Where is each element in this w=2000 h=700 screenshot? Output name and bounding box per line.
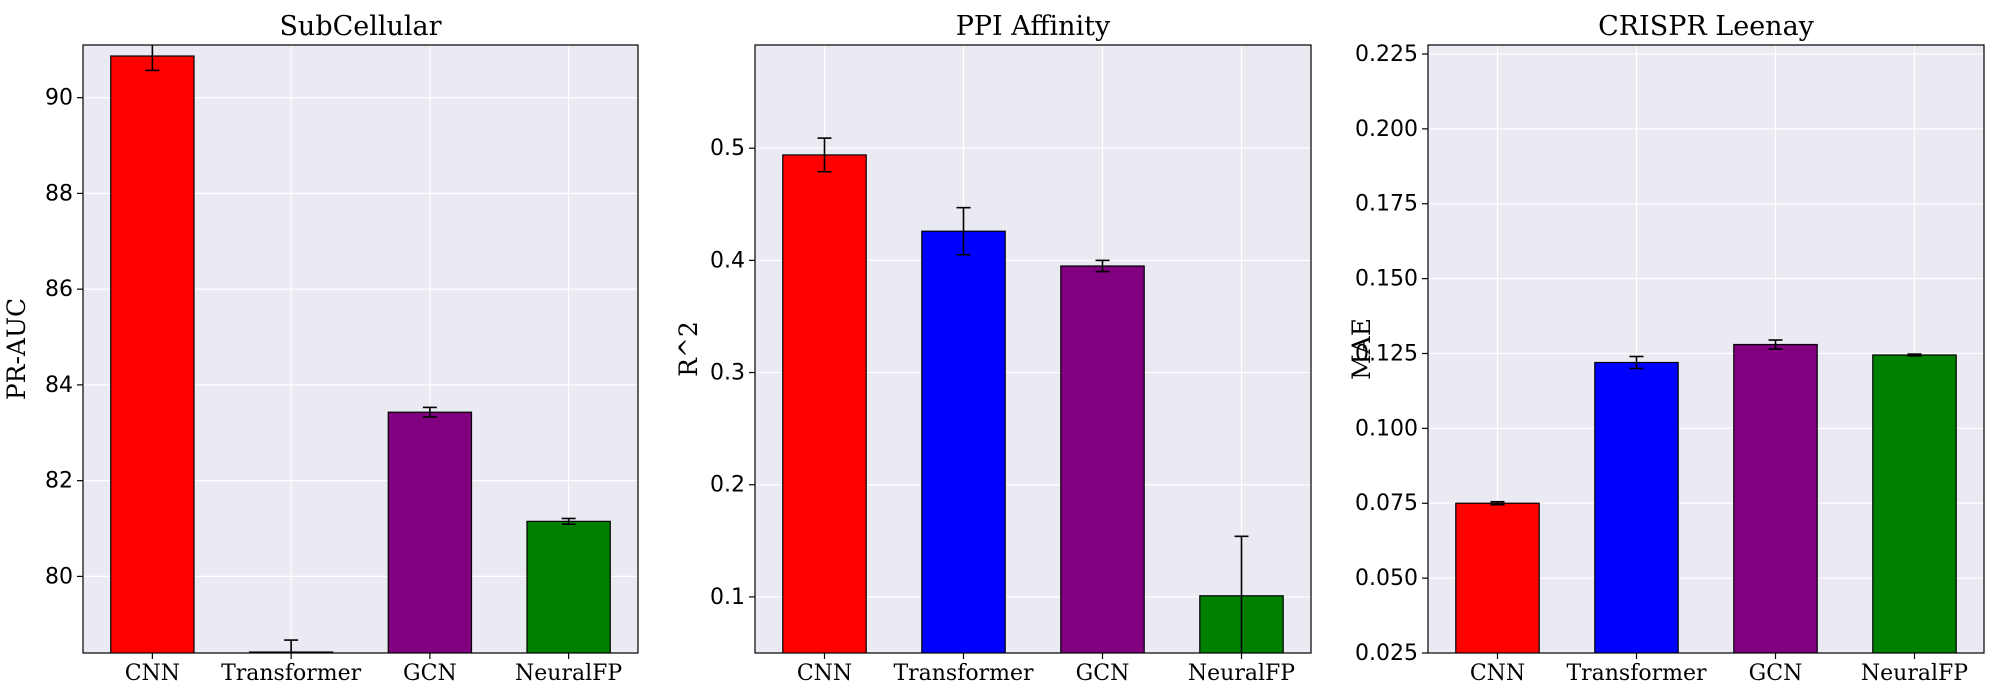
chart-title: SubCellular <box>279 11 441 42</box>
y-tick-label: 0.3 <box>710 361 745 386</box>
plot-frame <box>82 44 639 654</box>
y-tick-label: 0.025 <box>1355 641 1418 666</box>
bar-gcn <box>1060 265 1145 653</box>
x-tick-label: CNN <box>797 661 852 686</box>
y-tick-label: 0.5 <box>710 136 745 161</box>
y-tick-label: 0.125 <box>1355 341 1418 366</box>
y-tick-label: 0.225 <box>1355 42 1418 67</box>
y-tick-label: 0.1 <box>710 585 745 610</box>
subplot-2: 0.1 0.2 0.3 0.4 0.5 CNN Transformer GCN NeuralFP… <box>674 11 1312 686</box>
y-axis-label: PR-AUC <box>2 298 31 400</box>
x-tick-label: GCN <box>403 661 457 686</box>
y-tick-label: 0.150 <box>1355 267 1418 292</box>
x-tick-label: Transformer <box>893 661 1034 686</box>
bars <box>782 137 1284 653</box>
x-tick-label: Transformer <box>1566 661 1707 686</box>
chart-title: PPI Affinity <box>956 11 1111 42</box>
y-axis-label: MAE <box>1347 318 1376 380</box>
x-tick-label: CNN <box>125 661 180 686</box>
bar-neuralfp <box>1872 354 1957 653</box>
y-tick-label: 90 <box>45 86 73 111</box>
y-tick-label: 0.050 <box>1355 566 1418 591</box>
bar-cnn <box>110 55 195 653</box>
y-tick-label: 0.100 <box>1355 416 1418 441</box>
x-tick-label: GCN <box>1749 661 1803 686</box>
bar-cnn <box>782 154 867 653</box>
x-tick-label: NeuralFP <box>1861 661 1968 686</box>
y-tick-label: 80 <box>45 564 73 589</box>
bar-cnn <box>1455 502 1540 653</box>
bar-transformer <box>921 230 1006 653</box>
x-tick-label: NeuralFP <box>1188 661 1295 686</box>
y-tick-label: 0.200 <box>1355 117 1418 142</box>
plot-frame <box>754 44 1312 654</box>
bars <box>1455 339 1957 653</box>
y-tick-label: 86 <box>45 277 73 302</box>
subplot-1: 80 82 84 86 88 90 CNN Transformer GCN NeuralFP Sub… <box>2 11 639 686</box>
bar-gcn <box>387 411 473 653</box>
y-tick-label: 88 <box>45 181 73 206</box>
y-tick-label: 0.175 <box>1355 192 1418 217</box>
bar-transformer <box>1594 361 1679 653</box>
bar-gcn <box>1733 343 1818 653</box>
bars <box>110 45 611 653</box>
x-tick-label: GCN <box>1076 661 1130 686</box>
y-tick-label: 0.4 <box>710 248 745 273</box>
x-tick-label: CNN <box>1470 661 1525 686</box>
y-axis-label: R^2 <box>674 321 703 377</box>
bar-neuralfp <box>526 520 611 653</box>
y-tick-label: 82 <box>45 469 73 494</box>
chart-title: CRISPR Leenay <box>1598 11 1815 42</box>
y-tick-label: 0.075 <box>1355 491 1418 516</box>
plot-frame <box>1427 44 1985 654</box>
y-tick-label: 84 <box>45 373 73 398</box>
y-tick-label: 0.2 <box>710 473 745 498</box>
subplot-3: 0.025 0.050 0.075 0.100 0.125 0.150 0.175 0.200… <box>1347 11 1985 686</box>
x-tick-label: Transformer <box>221 661 362 686</box>
x-tick-label: NeuralFP <box>515 661 622 686</box>
